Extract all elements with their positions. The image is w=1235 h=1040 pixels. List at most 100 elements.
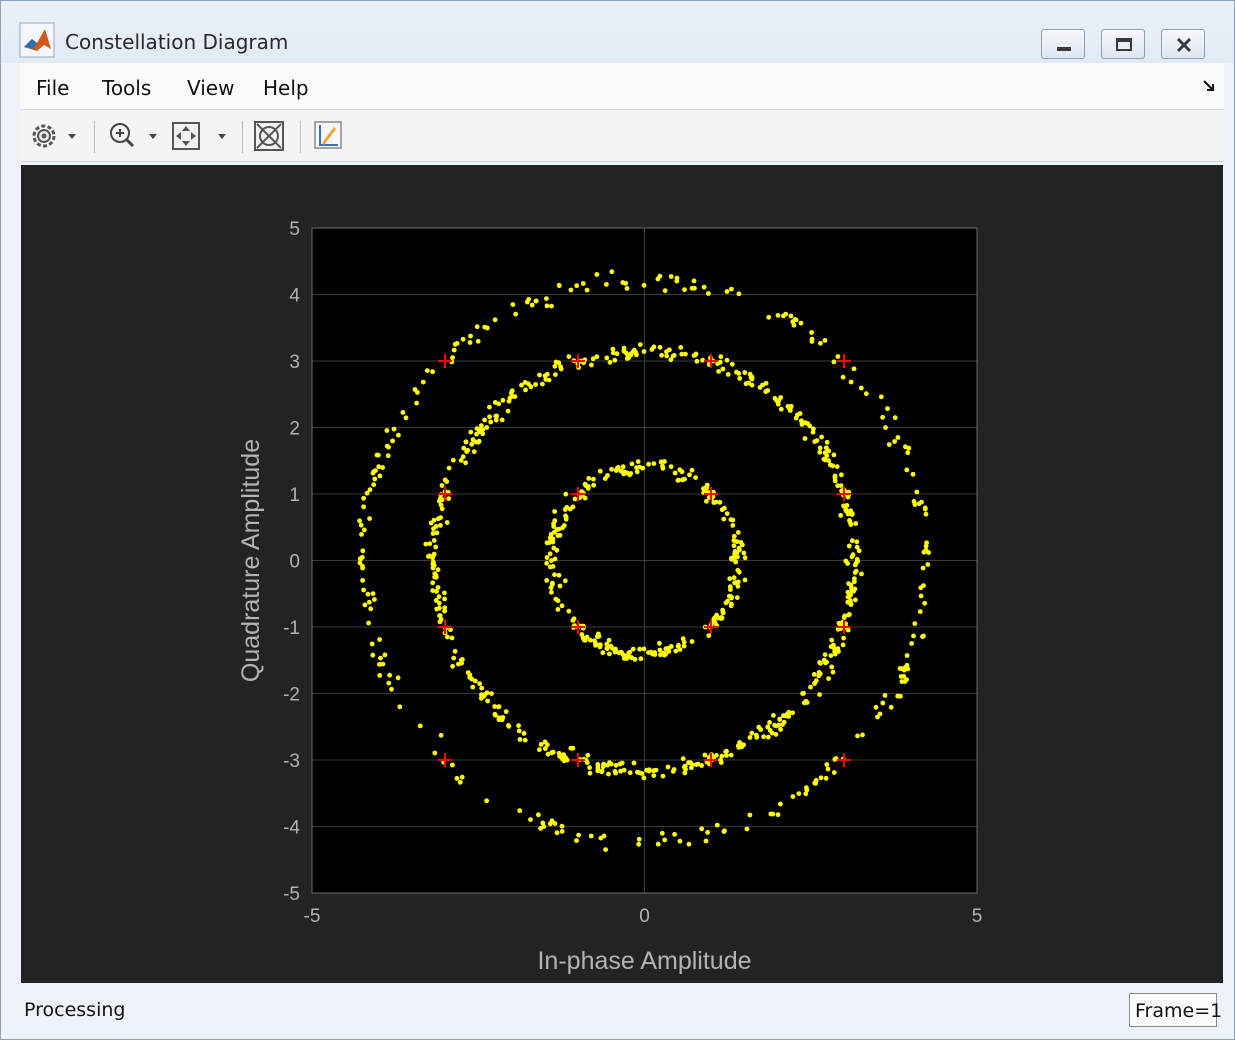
received-symbol [753, 732, 759, 738]
received-symbol [442, 590, 447, 596]
received-symbol [655, 276, 661, 282]
received-symbol [606, 637, 612, 643]
received-symbol [736, 569, 742, 575]
menu-file[interactable]: File [36, 76, 70, 100]
scale-axes-icon[interactable] [170, 119, 232, 153]
received-symbol [499, 417, 505, 423]
close-button[interactable] [1161, 29, 1205, 59]
received-symbol [606, 771, 611, 777]
received-symbol [533, 382, 538, 387]
minimize-button[interactable] [1041, 29, 1085, 59]
settings-gear-icon[interactable] [30, 119, 82, 153]
received-symbol [505, 408, 511, 414]
received-symbol [632, 657, 638, 662]
received-symbol [817, 445, 823, 451]
received-symbol [818, 340, 823, 346]
received-symbol [781, 719, 787, 725]
status-text: Processing [24, 999, 126, 1021]
received-symbol [717, 359, 723, 365]
received-symbol [847, 508, 853, 514]
received-symbol [666, 645, 672, 651]
received-symbol [618, 768, 623, 774]
received-symbol [840, 374, 846, 380]
received-symbol [724, 748, 729, 754]
received-symbol [835, 354, 841, 359]
received-symbol [680, 756, 686, 762]
received-symbol [438, 732, 444, 738]
received-symbol [853, 568, 859, 574]
received-symbol [737, 547, 742, 553]
received-symbol [484, 690, 490, 696]
received-symbol [552, 363, 558, 369]
received-symbol [758, 727, 764, 732]
received-symbol [584, 287, 590, 293]
received-symbol [517, 737, 523, 742]
received-symbol [641, 775, 647, 781]
received-symbol [467, 340, 473, 345]
received-symbol [840, 642, 846, 648]
received-symbol [452, 341, 458, 347]
received-symbol [737, 740, 743, 746]
received-symbol [594, 272, 600, 277]
reference-point [704, 620, 718, 634]
received-symbol [554, 527, 560, 532]
received-symbol [614, 351, 620, 357]
restore-button[interactable] [1101, 29, 1145, 59]
received-symbol [619, 468, 625, 474]
received-symbol [540, 381, 545, 387]
received-symbol [570, 618, 576, 623]
received-symbol [437, 613, 442, 618]
received-symbol [595, 762, 601, 767]
received-symbol [854, 539, 860, 545]
received-symbol [821, 456, 827, 462]
reference-constellation-icon[interactable] [252, 119, 288, 153]
received-symbol [885, 406, 890, 411]
received-symbol [809, 336, 815, 342]
received-symbol [510, 302, 516, 307]
received-symbol [475, 338, 481, 344]
received-symbol [873, 704, 879, 710]
menu-tools[interactable]: Tools [102, 76, 152, 100]
received-symbol [848, 379, 854, 385]
received-symbol [522, 380, 528, 385]
received-symbol [742, 577, 748, 583]
received-symbol [553, 596, 559, 602]
received-symbol [662, 837, 668, 843]
received-symbol [856, 548, 862, 554]
received-symbol [367, 516, 372, 521]
received-symbol [826, 676, 831, 681]
received-symbol [459, 774, 465, 780]
axes-border [311, 227, 978, 894]
received-symbol [582, 495, 588, 501]
received-symbol [370, 591, 376, 596]
received-symbol [653, 767, 659, 773]
zoom-in-icon[interactable] [106, 119, 162, 153]
received-symbol [489, 691, 494, 696]
received-symbol [716, 369, 721, 374]
received-symbol [797, 411, 803, 416]
highlight-icon[interactable] [312, 119, 346, 153]
received-symbol [519, 382, 524, 388]
received-symbol [700, 357, 705, 363]
received-symbol [500, 715, 506, 720]
reference-point [704, 354, 718, 368]
received-symbol [731, 538, 737, 543]
y-tick-label: 2 [289, 419, 300, 440]
received-symbol [431, 538, 437, 543]
received-symbol [604, 641, 610, 647]
received-symbol [638, 656, 644, 662]
received-symbol [471, 449, 477, 455]
menu-view[interactable]: View [187, 76, 235, 100]
received-symbol [718, 616, 724, 621]
menu-help[interactable]: Help [263, 76, 309, 100]
received-symbol [678, 345, 684, 350]
received-symbol [582, 637, 588, 643]
received-symbol [451, 347, 457, 353]
received-symbol [724, 753, 729, 758]
received-symbol [677, 647, 683, 652]
constellation-chart[interactable]: 5 4 3 2 1 0 -1 -2 -3 -4 -5-5 0 5 In-phase Amplitude Qu… [21, 165, 1223, 983]
received-symbol [547, 535, 553, 541]
undock-arrow-icon[interactable] [1202, 79, 1216, 93]
received-symbol [439, 483, 445, 488]
received-symbol [528, 817, 533, 822]
